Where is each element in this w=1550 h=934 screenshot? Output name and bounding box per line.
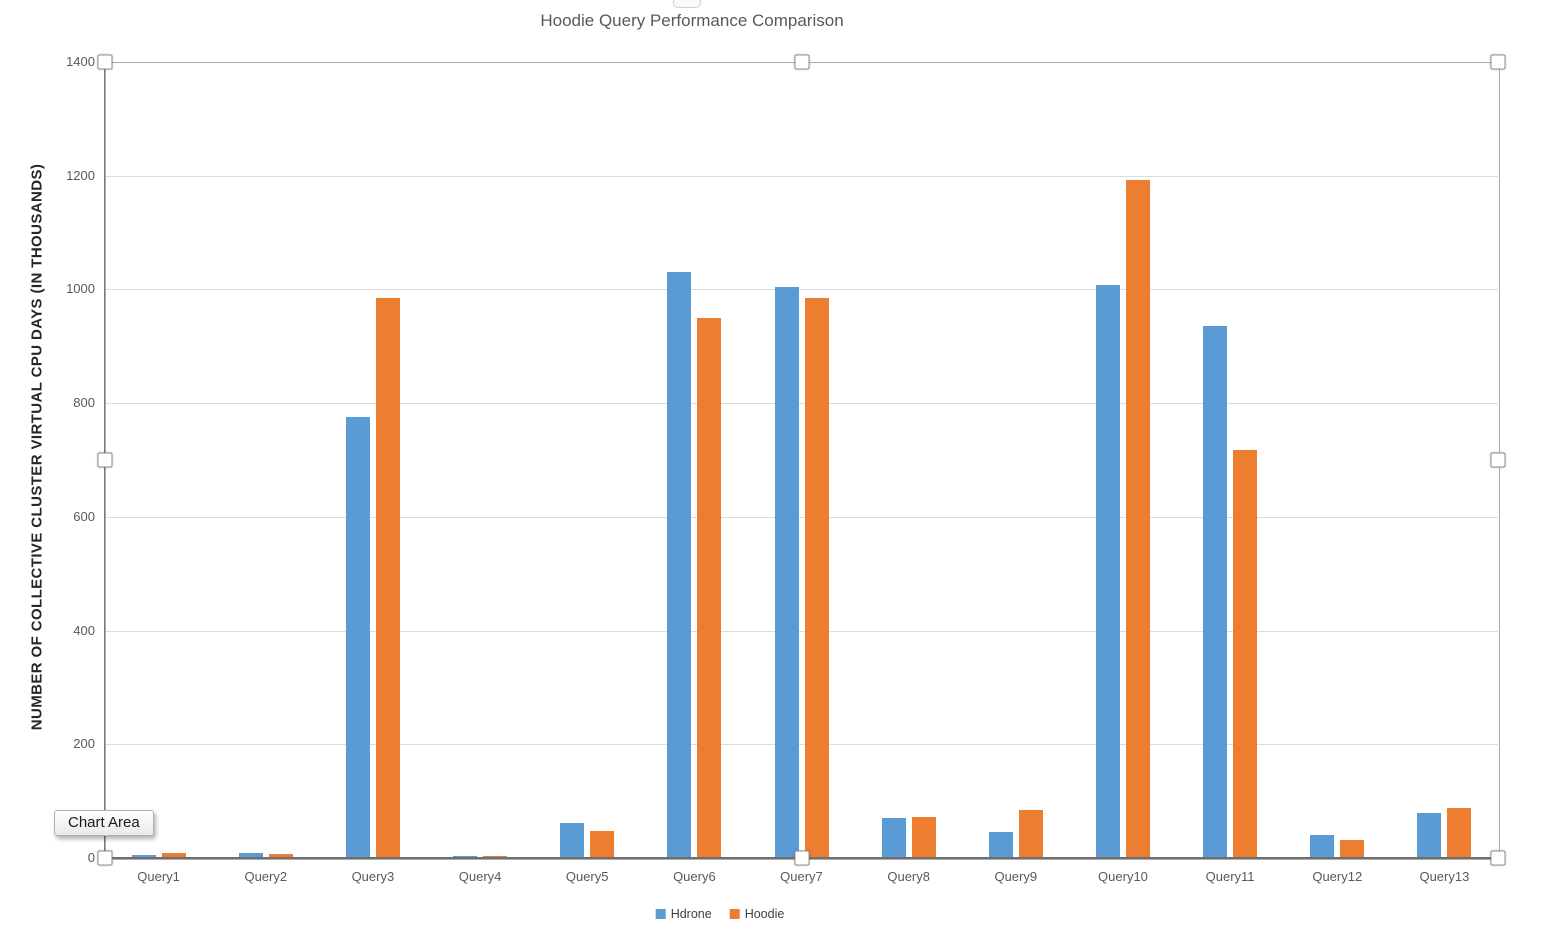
- bar-hdrone-query1[interactable]: [131, 855, 156, 858]
- bar-hoodie-query10[interactable]: [1126, 179, 1150, 858]
- gridline-400: [105, 631, 1498, 632]
- x-axis-label-query12: Query12: [1312, 869, 1363, 884]
- legend-label-hdrone: Hdrone: [670, 907, 712, 921]
- chart-legend: Hdrone Hoodie: [655, 907, 785, 921]
- x-axis-label-query4: Query4: [458, 869, 502, 884]
- bar-hdrone-query6[interactable]: [667, 272, 692, 858]
- bar-hoodie-query6[interactable]: [697, 317, 722, 858]
- x-axis-label-query8: Query8: [887, 869, 930, 884]
- bar-hdrone-query13[interactable]: [1417, 813, 1442, 858]
- selection-handle[interactable]: [794, 54, 809, 70]
- bar-hdrone-query12[interactable]: [1310, 835, 1335, 858]
- y-tick-label: 600: [73, 509, 95, 524]
- gridline-600: [105, 517, 1498, 518]
- y-tick-label: 200: [73, 736, 95, 751]
- y-tick-label: 400: [73, 623, 95, 638]
- bar-hoodie-query5[interactable]: [590, 830, 615, 858]
- x-axis-label-query6: Query6: [673, 869, 716, 884]
- x-axis-label-query9: Query9: [994, 869, 1038, 884]
- y-tick-label: 1400: [66, 54, 95, 69]
- bar-hdrone-query7[interactable]: [774, 286, 799, 858]
- bar-hoodie-query2[interactable]: [268, 853, 293, 858]
- bar-hoodie-query8[interactable]: [911, 817, 936, 858]
- x-axis-label-query2: Query2: [244, 869, 288, 884]
- bar-hdrone-query2[interactable]: [238, 852, 263, 858]
- selection-handle[interactable]: [97, 54, 113, 70]
- selection-handle[interactable]: [1490, 54, 1506, 70]
- gridline-1000: [105, 289, 1498, 290]
- bar-hdrone-query10[interactable]: [1096, 284, 1120, 858]
- bar-hdrone-query9[interactable]: [988, 831, 1013, 858]
- bar-hdrone-query8[interactable]: [881, 818, 906, 858]
- bar-hdrone-query3[interactable]: [345, 417, 370, 858]
- y-tick-label: 800: [73, 395, 95, 410]
- selection-handle[interactable]: [97, 850, 113, 866]
- y-tick-label: 1200: [66, 168, 95, 183]
- x-axis-label-query11: Query11: [1205, 869, 1255, 884]
- bar-hoodie-query7[interactable]: [804, 298, 829, 858]
- bar-hdrone-query11[interactable]: [1203, 326, 1228, 858]
- selection-handle[interactable]: [1490, 850, 1506, 866]
- bar-hdrone-query5[interactable]: [560, 822, 585, 858]
- gridline-200: [105, 744, 1498, 745]
- y-tick-label: 1000: [66, 281, 95, 296]
- x-axis-label-query3: Query3: [351, 869, 395, 884]
- x-axis-label-query10: Query10: [1098, 869, 1148, 884]
- bar-hoodie-query12[interactable]: [1340, 839, 1365, 858]
- selection-frame: [105, 62, 1500, 860]
- bar-hoodie-query3[interactable]: [375, 298, 400, 858]
- bar-hoodie-query13[interactable]: [1447, 808, 1472, 858]
- cutoff-ui-fragment: [673, 0, 701, 8]
- selection-handle[interactable]: [1490, 452, 1506, 468]
- bar-hoodie-query9[interactable]: [1018, 809, 1043, 858]
- selection-handle[interactable]: [794, 850, 809, 866]
- gridline-1200: [105, 176, 1498, 177]
- legend-item-hoodie[interactable]: Hoodie: [729, 907, 785, 921]
- x-axis-label-query13: Query13: [1419, 869, 1470, 884]
- x-axis-label-query5: Query5: [565, 869, 609, 884]
- x-axis-label-query1: Query1: [137, 869, 180, 884]
- hdrone-legend-swatch: [655, 909, 666, 919]
- selection-handle[interactable]: [97, 452, 113, 468]
- bar-hoodie-query1[interactable]: [161, 852, 186, 858]
- gridline-800: [105, 403, 1498, 404]
- y-tick-label: 0: [87, 850, 95, 865]
- legend-item-hdrone[interactable]: Hdrone: [655, 907, 712, 921]
- bar-hoodie-query11[interactable]: [1233, 449, 1258, 858]
- y-axis-title[interactable]: NUMBER OF COLLECTIVE CLUSTER VIRTUAL CPU…: [28, 163, 46, 731]
- legend-label-hoodie: Hoodie: [744, 907, 785, 921]
- bar-hdrone-query4[interactable]: [453, 855, 477, 858]
- chart-area-tooltip: Chart Area: [54, 810, 154, 836]
- chart-title[interactable]: Hoodie Query Performance Comparison: [540, 11, 844, 30]
- hoodie-legend-swatch: [729, 909, 740, 919]
- x-axis-label-query7: Query7: [780, 869, 823, 884]
